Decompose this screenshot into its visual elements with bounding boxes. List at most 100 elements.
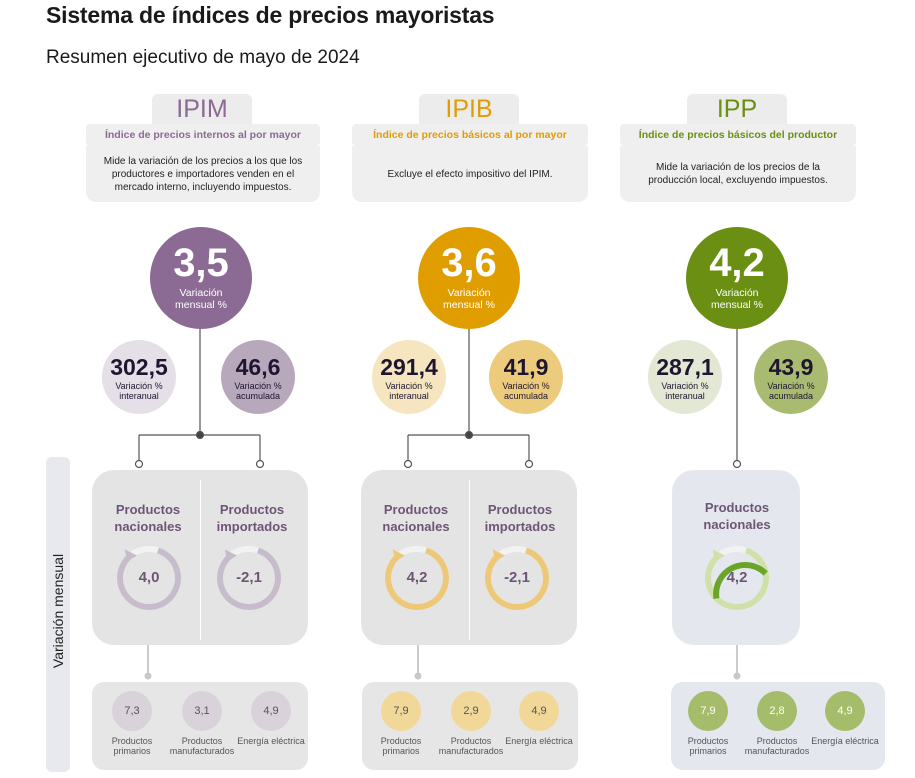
ring-arc — [217, 547, 281, 610]
ring-arrow-icon — [392, 549, 405, 562]
page-title: Sistema de índices de precios mayoristas — [46, 2, 495, 28]
ipp-tab: IPP — [687, 94, 787, 126]
ipib-breakdown-1-value: 2,9 — [463, 705, 479, 717]
ring-arrow-icon — [224, 549, 237, 562]
ipib-breakdown-2-value: 4,9 — [531, 705, 547, 717]
ipp-description: Mide la variación de los precios de la p… — [620, 146, 856, 202]
ipim-monthly-circle: 3,5 Variación mensual % — [150, 227, 252, 329]
ipp-accumulated-value: 43,9 — [768, 354, 814, 380]
ipim-accumulated-circle: 46,6 Variación % acumulada — [221, 340, 295, 414]
ring-arc — [385, 547, 449, 610]
ipim-breakdown-0-value: 7,3 — [124, 705, 140, 717]
ipib-column: IPIB Índice de precios básicos al por ma… — [0, 0, 588, 778]
ipim-breakdown-1-label: Productos manufacturados — [169, 736, 235, 756]
ipim-breakdown-2-circle: 4,9 — [251, 691, 291, 731]
ring-arrow-icon — [492, 549, 505, 562]
ipim-accumulated-label: Variación % acumulada — [234, 381, 282, 401]
ipp-product-0-label: Productos nacionales — [703, 500, 771, 532]
ipib-product-1-value: -2,1 — [504, 569, 530, 586]
ring-arrow-icon — [712, 549, 725, 562]
ipib-interannual-label: Variación % interanual — [385, 381, 433, 401]
ring-accent-arc — [713, 562, 768, 599]
ipim-ring-nacionales — [117, 546, 181, 610]
ring-arrow-icon — [124, 549, 137, 562]
ipib-product-1-label: Productos importados — [484, 502, 556, 534]
ipib-description-text: Excluye el efecto impositivo del IPIM. — [387, 168, 553, 180]
ipib-ring-importados — [485, 546, 549, 610]
ipp-interannual-value: 287,1 — [656, 354, 714, 380]
ipim-product-1-value: -2,1 — [236, 569, 262, 586]
ipim-interannual-value: 302,5 — [110, 354, 168, 380]
ipib-interannual-circle: 291,4 Variación % interanual — [372, 340, 446, 414]
ipp-name: Índice de precios básicos del productor — [620, 124, 856, 146]
ipim-tab: IPIM — [152, 94, 252, 126]
ipim-interannual-label: Variación % interanual — [115, 381, 163, 401]
ipib-monthly-circle: 3,6 Variación mensual % — [418, 227, 520, 329]
ipim-ring-importados — [217, 546, 281, 610]
ipim-breakdown-0-circle: 7,3 — [112, 691, 152, 731]
ipib-product-0-value: 4,2 — [406, 569, 428, 586]
ipp-breakdown-0-label: Productos primarios — [687, 736, 729, 756]
ipib-interannual-value: 291,4 — [380, 354, 438, 380]
ring-arc — [705, 547, 769, 610]
ipp-ring-nacionales — [705, 546, 769, 610]
ipp-product-0-value: 4,2 — [726, 569, 748, 586]
ipib-breakdown-0-label: Productos primarios — [380, 736, 422, 756]
ipim-description-text: Mide la variación de los precios a los q… — [103, 155, 303, 193]
ipim-monthly-label: Variación mensual % — [175, 287, 227, 311]
ipim-breakdown-1-value: 3,1 — [194, 705, 210, 717]
ipib-breakdown-1-circle: 2,9 — [451, 691, 491, 731]
ipp-monthly-circle: 4,2 Variación mensual % — [686, 227, 788, 329]
ipim-name: Índice de precios internos al por mayor — [86, 124, 320, 146]
ipp-breakdown-0-value: 7,9 — [700, 705, 716, 717]
ipim-description: Mide la variación de los precios a los q… — [86, 146, 320, 202]
ipp-column: IPP Índice de precios básicos del produc… — [0, 0, 885, 778]
ipim-monthly-value: 3,5 — [173, 241, 229, 285]
ipp-breakdown-2-label: Energía eléctrica — [811, 736, 879, 746]
ipim-interannual-circle: 302,5 Variación % interanual — [102, 340, 176, 414]
ipib-panel-divider — [469, 480, 470, 640]
side-bar — [46, 457, 70, 772]
ipib-monthly-value: 3,6 — [441, 241, 497, 285]
ipp-description-text: Mide la variación de los precios de la p… — [648, 162, 828, 186]
ipib-breakdown-0-circle: 7,9 — [381, 691, 421, 731]
ipim-product-0-value: 4,0 — [138, 569, 160, 586]
ipim-breakdown-0-label: Productos primarios — [111, 736, 153, 756]
ipim-breakdown-2-label: Energía eléctrica — [237, 736, 305, 746]
ipib-breakdown-1-label: Productos manufacturados — [438, 736, 504, 756]
ipp-breakdown-2-value: 4,9 — [837, 705, 853, 717]
ipp-breakdown-0-circle: 7,9 — [688, 691, 728, 731]
ring-arc — [485, 547, 549, 610]
page-subtitle: Resumen ejecutivo de mayo de 2024 — [46, 47, 360, 68]
ipim-product-0-label: Productos nacionales — [114, 502, 182, 534]
ipim-panel-divider — [200, 480, 201, 640]
ipib-breakdown-2-label: Energía eléctrica — [505, 736, 573, 746]
ipib-tab: IPIB — [419, 94, 519, 126]
ipib-accumulated-label: Variación % acumulada — [502, 381, 550, 401]
ipib-breakdown-2-circle: 4,9 — [519, 691, 559, 731]
ipp-accumulated-circle: 43,9 Variación % acumulada — [754, 340, 828, 414]
ipib-product-0-label: Productos nacionales — [382, 502, 450, 534]
ipim-column: IPIM Índice de precios internos al por m… — [0, 0, 320, 778]
ipib-accumulated-value: 41,9 — [503, 354, 549, 380]
ipp-accumulated-label: Variación % acumulada — [767, 381, 815, 401]
ipp-breakdown-2-circle: 4,9 — [825, 691, 865, 731]
ipim-accumulated-value: 46,6 — [235, 354, 281, 380]
ipp-interannual-label: Variación % interanual — [661, 381, 709, 401]
ipib-name: Índice de precios básicos al por mayor — [352, 124, 588, 146]
ipim-product-1-label: Productos importados — [216, 502, 288, 534]
ring-arc — [117, 547, 181, 610]
ipp-products-panel — [672, 470, 800, 645]
ipp-monthly-label: Variación mensual % — [711, 287, 763, 311]
ipp-interannual-circle: 287,1 Variación % interanual — [648, 340, 722, 414]
ipim-breakdown-1-circle: 3,1 — [182, 691, 222, 731]
ipib-ring-nacionales — [385, 546, 449, 610]
ipp-monthly-value: 4,2 — [709, 241, 765, 285]
ipim-breakdown-2-value: 4,9 — [263, 705, 279, 717]
ipib-monthly-label: Variación mensual % — [443, 287, 495, 311]
ipp-breakdown-1-circle: 2,8 — [757, 691, 797, 731]
ipib-breakdown-0-value: 7,9 — [393, 705, 409, 717]
ipp-breakdown-1-label: Productos manufacturados — [744, 736, 810, 756]
ipp-breakdown-1-value: 2,8 — [769, 705, 785, 717]
ipib-accumulated-circle: 41,9 Variación % acumulada — [489, 340, 563, 414]
